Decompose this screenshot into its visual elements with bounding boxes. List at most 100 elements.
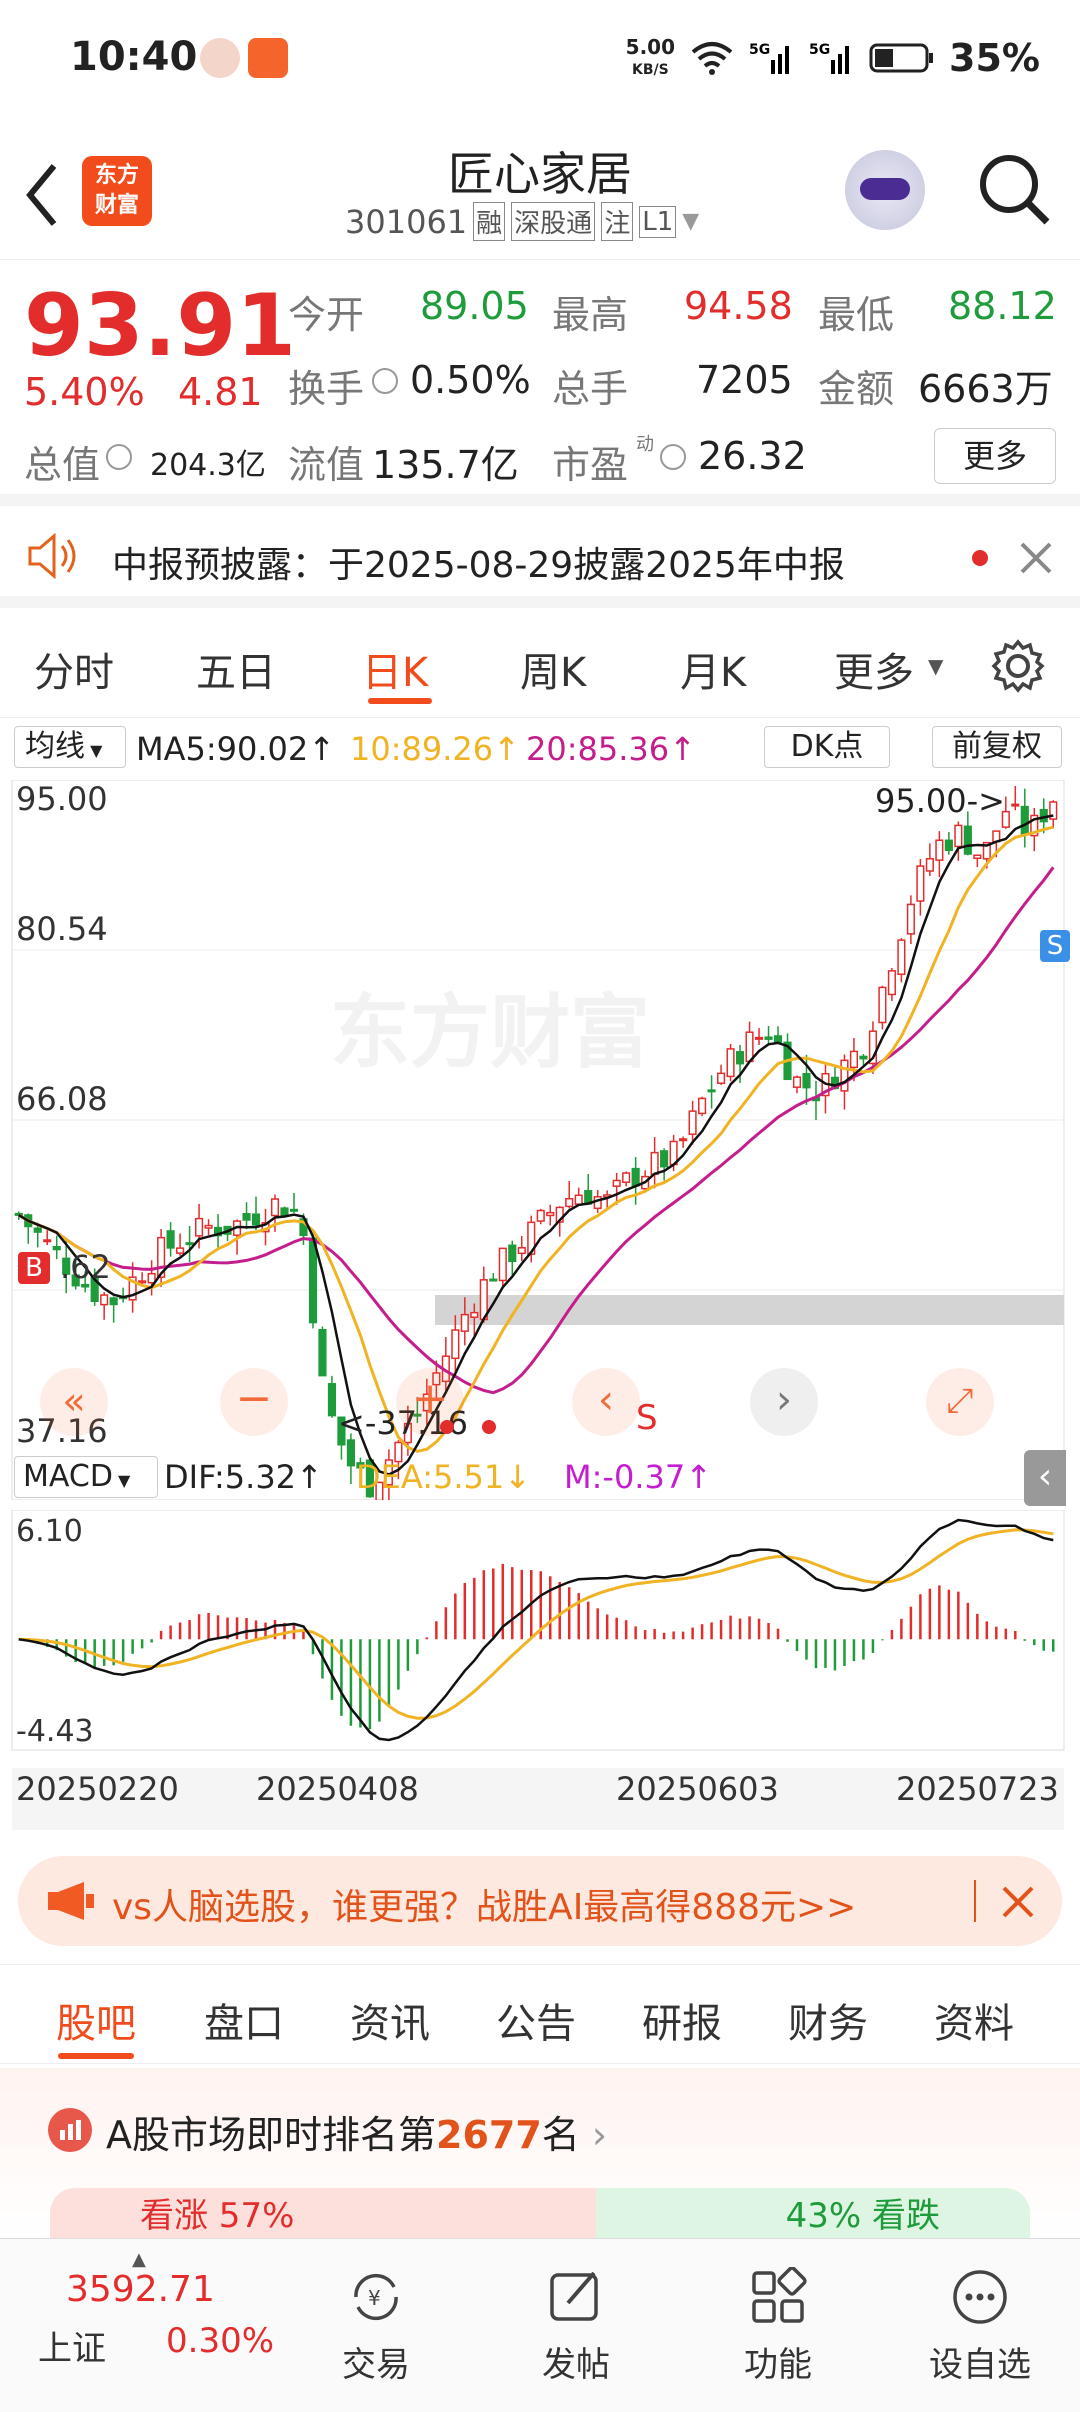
candle-down <box>81 1283 90 1288</box>
yaxis-label-4: 37.16 <box>16 1412 108 1450</box>
macd-dif: DIF:5.32↑ <box>164 1458 323 1496</box>
zoom-in-button[interactable]: + <box>396 1368 464 1436</box>
tab-weekly-k[interactable]: 周K <box>520 650 587 696</box>
robot-assistant-icon[interactable] <box>845 150 925 230</box>
candle-up <box>195 1217 204 1237</box>
market-rank-section[interactable]: A股市场即时排名第2677名 › 看涨 57% 43% 看跌 <box>0 2068 1080 2238</box>
candle-up <box>1011 803 1020 807</box>
index-expand-icon[interactable]: ▲ <box>132 2249 146 2270</box>
tab-finance[interactable]: 财务 <box>788 2001 868 2047</box>
ma-select[interactable]: 均线 ▼ <box>14 726 126 768</box>
more-dots-icon <box>953 2270 1007 2324</box>
avatar-icon <box>200 38 240 78</box>
app-notification-icon <box>248 38 288 78</box>
promo-banner[interactable]: vs人脑选股，谁更强？战胜AI最高得888元>> <box>18 1856 1062 1946</box>
zoom-out-button[interactable]: − <box>220 1368 288 1436</box>
promo-close-icon[interactable] <box>998 1882 1038 1922</box>
stock-code: 301061 <box>345 202 468 241</box>
battery-level: 35% <box>949 36 1040 80</box>
rank-suffix: 名 <box>541 2113 580 2157</box>
notice-bar[interactable]: 中报预披露：于2025-08-29披露2025年中报 <box>0 508 1080 608</box>
tab-research[interactable]: 研报 <box>642 2001 722 2047</box>
bearish-share: 43% 看跌 <box>596 2188 1030 2238</box>
status-time: 10:40 <box>70 34 198 80</box>
scroll-right-button[interactable]: › <box>750 1368 818 1436</box>
buy-marker[interactable]: B <box>18 1252 50 1284</box>
tab-daily-k[interactable]: 日K <box>362 650 429 696</box>
chevron-down-icon[interactable]: ▼ <box>682 209 700 234</box>
candle-up <box>916 865 925 902</box>
candle-down <box>52 1245 61 1251</box>
back-icon[interactable] <box>22 160 62 230</box>
candle-down <box>327 1383 337 1417</box>
amount-value: 6663万 <box>918 367 1053 411</box>
macd-chart[interactable] <box>0 1510 1080 1752</box>
nav-trade[interactable]: ¥ 交易 <box>306 2267 446 2386</box>
candle-up <box>754 1036 764 1040</box>
logo-line2: 财富 <box>94 193 139 218</box>
fullscreen-icon[interactable]: ⤢ <box>926 1368 994 1436</box>
candle-up <box>745 1031 754 1063</box>
float-value: 135.7亿 <box>372 443 519 487</box>
tab-monthly-k[interactable]: 月K <box>680 650 747 696</box>
tab-5day[interactable]: 五日 <box>196 650 276 696</box>
candle-up <box>840 1059 849 1092</box>
candle-down <box>1039 808 1048 823</box>
candle-down <box>185 1242 194 1246</box>
turnover-info-icon[interactable] <box>372 368 398 394</box>
net-unit: KB/S <box>631 61 669 78</box>
mktcap-label: 总值 <box>24 443 101 487</box>
tab-intraday[interactable]: 分时 <box>34 650 114 696</box>
bottom-nav: ▲ 3592.71 上证 0.30% ¥ 交易 发帖 功能 设自选 <box>0 2238 1080 2412</box>
gear-icon[interactable] <box>990 638 1046 694</box>
index-value[interactable]: 3592.71 <box>66 2269 215 2310</box>
candlestick-chart[interactable]: 东方财富 <box>0 780 1080 1500</box>
candle-up <box>954 824 963 848</box>
tab-news[interactable]: 资讯 <box>350 2001 430 2047</box>
stock-code-row: 301061 融 深股通 注 L1 ▼ <box>345 202 699 241</box>
scroll-left-button[interactable]: ‹ <box>572 1368 640 1436</box>
index-name[interactable]: 上证 <box>38 2329 106 2369</box>
nav-post[interactable]: 发帖 <box>506 2267 646 2386</box>
tab-orderbook[interactable]: 盘口 <box>204 2001 284 2047</box>
promo-text: vs人脑选股，谁更强？战胜AI最高得888元>> <box>112 1887 857 1928</box>
candle-down <box>251 1213 261 1226</box>
stock-name: 匠心家居 <box>448 147 632 201</box>
search-icon[interactable] <box>975 150 1055 230</box>
rank-number: 2677 <box>436 2113 542 2157</box>
current-price: 93.91 <box>24 276 297 376</box>
candle-down <box>413 1413 422 1417</box>
collapse-panel-button[interactable]: ‹ <box>1024 1450 1066 1506</box>
nav-functions[interactable]: 功能 <box>708 2267 848 2386</box>
index-pct[interactable]: 0.30% <box>166 2321 275 2361</box>
macd-top-label: 6.10 <box>16 1514 83 1549</box>
svg-text:¥: ¥ <box>368 2286 381 2310</box>
dk-button[interactable]: DK点 <box>764 726 890 768</box>
scroll-left-fast-button[interactable]: « <box>40 1368 108 1436</box>
nav-add-watchlist-label: 设自选 <box>929 2345 1031 2385</box>
tab-profile[interactable]: 资料 <box>934 2001 1014 2047</box>
tag-margin: 融 <box>473 202 506 241</box>
tab-forum[interactable]: 股吧 <box>56 2001 136 2047</box>
candle-up <box>270 1198 280 1217</box>
status-bar: 10:40 5.00 KB/S 5G 5G 35% <box>0 0 1080 120</box>
candle-up <box>887 970 896 996</box>
pe-info-icon[interactable] <box>660 444 686 470</box>
candle-up <box>679 1138 688 1142</box>
trade-icon: ¥ <box>354 2273 398 2321</box>
sell-marker[interactable]: S <box>1040 930 1070 962</box>
macd-select[interactable]: MACD ▼ <box>14 1456 158 1498</box>
candle-up <box>650 1151 659 1176</box>
sentiment-bar[interactable]: 看涨 57% 43% 看跌 <box>50 2188 1030 2238</box>
fq-button[interactable]: 前复权 <box>932 726 1062 768</box>
info-icon[interactable] <box>106 444 132 470</box>
tab-more[interactable]: 更多 <box>834 650 914 696</box>
kline-chart-area[interactable]: 均线 ▼ MA5:90.02↑ 10:89.26↑ 20:85.36↑ DK点 … <box>0 718 1080 1838</box>
nav-add-watchlist[interactable]: 设自选 <box>910 2267 1050 2386</box>
more-button[interactable]: 更多 <box>934 428 1056 484</box>
ma-select-chevron-icon: ▼ <box>85 741 103 760</box>
close-icon[interactable] <box>1016 538 1056 578</box>
tab-announcements[interactable]: 公告 <box>496 2001 576 2047</box>
float-label: 流值 <box>288 443 365 487</box>
candle-up <box>717 1072 726 1084</box>
